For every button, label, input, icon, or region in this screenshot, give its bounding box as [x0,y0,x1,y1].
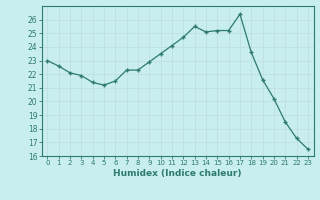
X-axis label: Humidex (Indice chaleur): Humidex (Indice chaleur) [113,169,242,178]
